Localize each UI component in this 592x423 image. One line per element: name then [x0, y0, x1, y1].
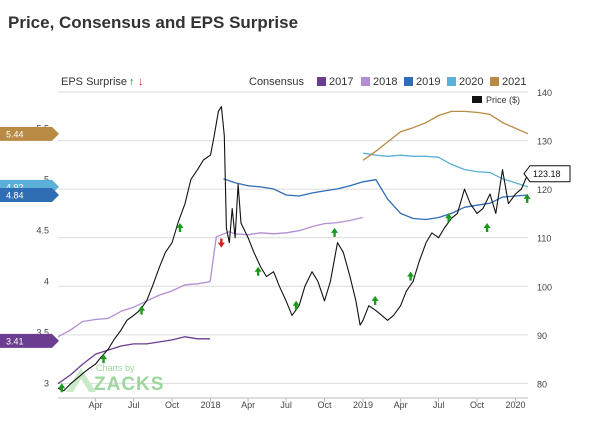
badge-2021: [0, 126, 59, 141]
x-tick-label: Apr: [394, 400, 408, 410]
eps-beat-arrow-icon: [371, 295, 379, 305]
x-tick-label: 2019: [353, 400, 373, 410]
legend-year-2020: 2020: [459, 76, 483, 88]
eps-beat-arrow-icon: [523, 193, 531, 203]
consensus-line-2020: [362, 152, 529, 188]
zacks-watermark: Charts by ZACKS: [66, 363, 164, 395]
legend-year-2021: 2021: [502, 76, 526, 88]
price-badge: [523, 165, 571, 183]
x-tick-label: Apr: [241, 400, 255, 410]
price-line: [57, 106, 529, 392]
x-tick-label: Oct: [165, 400, 180, 410]
badge-2019: [0, 188, 59, 203]
eps-beat-arrow-icon: [254, 266, 262, 276]
badge-label-2021: 5.44: [6, 129, 24, 139]
y-left-tick-label: 3: [44, 379, 49, 389]
legend-eps-down-icon: ↓: [138, 76, 144, 88]
legend-swatch-2017: [317, 77, 326, 86]
price-badge-label: 123.18: [533, 169, 561, 179]
series-layer: [57, 106, 529, 392]
x-tick-label: 2018: [200, 400, 220, 410]
legend-price-swatch: [472, 96, 482, 103]
consensus-line-2018: [57, 216, 363, 338]
badge-label-2019: 4.84: [6, 191, 24, 201]
y-right-tick-label: 100: [537, 282, 552, 292]
x-tick-label: Oct: [470, 400, 485, 410]
legend-swatch-2020: [447, 77, 456, 86]
legend-eps-label: EPS Surprise: [61, 76, 127, 88]
x-tick-label: Jul: [433, 400, 445, 410]
watermark-line2: ZACKS: [94, 374, 164, 395]
legend-swatch-2019: [404, 77, 413, 86]
eps-beat-arrow-icon: [58, 383, 66, 393]
zacks-logo-icon: [66, 368, 96, 392]
eps-beat-arrow-icon: [100, 354, 108, 364]
badge-label-2020: 4.92: [6, 182, 24, 192]
y-right-tick-label: 140: [537, 88, 552, 98]
badge-2017: [0, 333, 59, 348]
y-right-tick-label: 80: [537, 379, 547, 389]
eps-beat-arrow-icon: [292, 300, 300, 310]
value-badges: 5.44 4.924.84 3.41 123.18: [0, 126, 571, 348]
consensus-line-2019: [223, 178, 529, 221]
x-tick-label: 2020: [505, 400, 525, 410]
legend-swatch-2021: [490, 77, 499, 86]
eps-beat-arrow-icon: [176, 223, 184, 232]
legend: EPS Surprise ↑ ↓ Consensus 2017 2018 201…: [61, 76, 526, 105]
eps-beat-arrow-icon: [445, 213, 453, 223]
y-left-tick-label: 4.5: [36, 226, 49, 236]
y-right-tick-label: 120: [537, 185, 552, 195]
legend-swatch-2018: [361, 77, 370, 86]
eps-miss-arrow-icon: [217, 238, 225, 248]
legend-price-label: Price ($): [486, 95, 520, 105]
eps-beat-arrow-icon: [407, 271, 415, 281]
consensus-line-2021: [362, 110, 529, 161]
y-right-tick-label: 130: [537, 137, 552, 147]
x-tick-label: Jul: [128, 400, 140, 410]
eps-beat-arrow-icon: [138, 305, 146, 315]
x-tick-label: Jul: [280, 400, 292, 410]
x-tick-label: Apr: [89, 400, 103, 410]
grid-layer: [58, 91, 528, 384]
eps-beat-arrow-icon: [331, 227, 339, 237]
legend-year-2019: 2019: [416, 76, 440, 88]
legend-year-2017: 2017: [329, 76, 353, 88]
legend-consensus-label: Consensus: [249, 76, 305, 88]
y-right-tick-label: 110: [537, 234, 551, 244]
legend-eps-up-icon: ↑: [129, 76, 135, 88]
watermark-line1: Charts by: [96, 363, 135, 373]
page-title: Price, Consensus and EPS Surprise: [8, 13, 299, 32]
y-left-tick-label: 3.5: [36, 328, 49, 338]
y-right-tick-label: 90: [537, 331, 547, 341]
y-left-tick-label: 5: [44, 175, 49, 185]
x-tick-label: Oct: [318, 400, 333, 410]
badge-label-2017: 3.41: [6, 336, 24, 346]
surprise-markers: [58, 193, 531, 393]
legend-year-2018: 2018: [373, 76, 397, 88]
y-left-tick-label: 4: [44, 277, 49, 287]
axis-layer: 809010011012013014033.544.555.5AprJulOct…: [36, 88, 552, 410]
eps-beat-arrow-icon: [483, 223, 491, 232]
consensus-line-2017: [57, 336, 211, 385]
